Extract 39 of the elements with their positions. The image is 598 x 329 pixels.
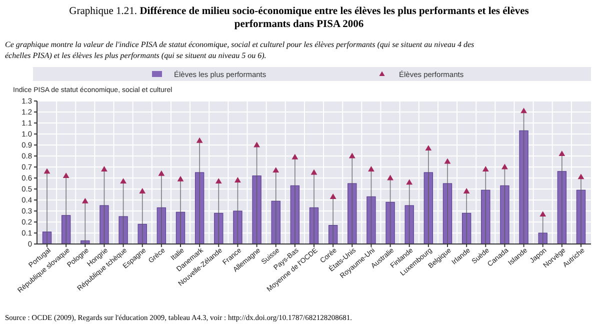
point [234, 177, 241, 182]
point [368, 166, 374, 172]
point [425, 145, 432, 151]
point [578, 174, 584, 180]
point [254, 142, 260, 148]
point [558, 150, 566, 156]
point [101, 166, 108, 172]
point [177, 176, 184, 182]
point [330, 194, 336, 199]
bar [366, 196, 376, 244]
point [62, 172, 70, 178]
bar [100, 205, 109, 244]
point [444, 158, 451, 164]
point [158, 170, 165, 176]
bar [118, 216, 128, 244]
point [139, 188, 146, 194]
point [82, 198, 88, 204]
bar [233, 210, 242, 244]
point [196, 137, 203, 143]
point [540, 211, 546, 217]
point [348, 152, 356, 158]
chart-subtitle: Ce graphique montre la valeur de l'indice PISA de statut économique, social et culturel pour les élèves performants (qui se situent au niveau 4 des échelles PISA) et les élèves les plus performants (qui se situent au niveau 5 ou 6). [5, 40, 474, 60]
chart-title: Graphique 1.21. Différence de milieu socio-économique entre les élèves les plus performants et les élèves performants dans PISA 2006 [69, 6, 529, 30]
point [272, 167, 280, 173]
point [482, 166, 489, 172]
point [463, 188, 470, 194]
point [387, 174, 394, 180]
bar [252, 176, 262, 244]
bar [538, 232, 548, 244]
point [215, 178, 222, 184]
point [120, 178, 126, 184]
point [44, 168, 50, 174]
point [292, 154, 298, 160]
point [406, 179, 413, 185]
point [520, 108, 527, 114]
bar [386, 202, 395, 244]
point [502, 164, 508, 170]
bar [500, 185, 510, 244]
point [310, 169, 318, 175]
